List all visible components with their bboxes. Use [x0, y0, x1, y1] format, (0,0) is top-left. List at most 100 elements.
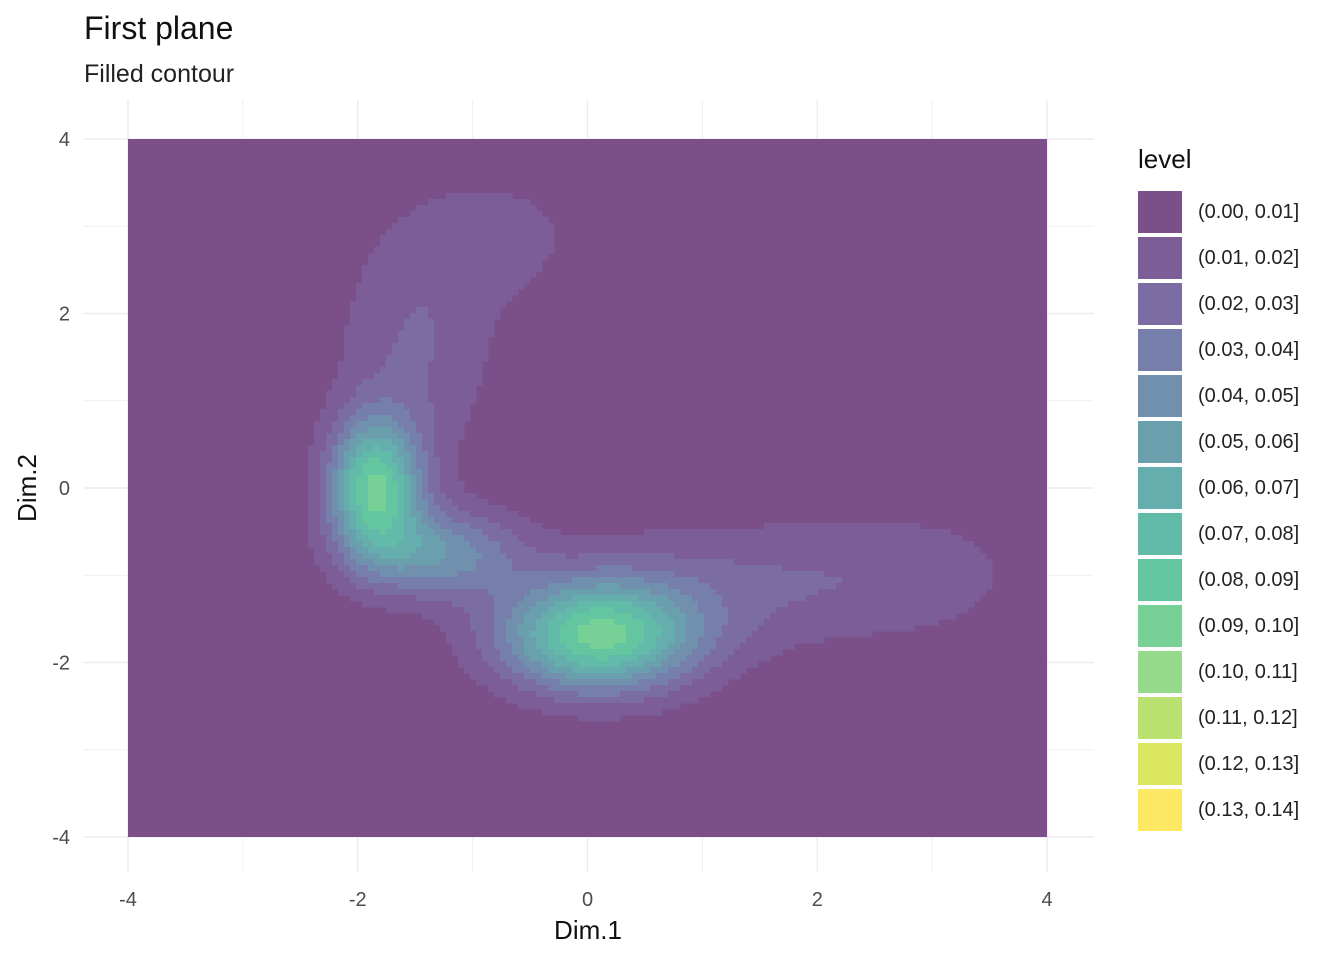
contour-cell — [452, 391, 459, 398]
contour-cell — [794, 601, 801, 608]
contour-cell — [416, 511, 423, 518]
contour-cell — [386, 583, 393, 590]
contour-cell — [416, 589, 423, 596]
contour-cell — [458, 355, 465, 362]
contour-cell — [818, 535, 825, 542]
contour-cell — [374, 247, 381, 254]
contour-cell — [482, 217, 489, 224]
contour-cell — [392, 421, 399, 428]
contour-cell — [470, 361, 477, 368]
contour-cell — [368, 505, 375, 512]
contour-cell — [554, 661, 561, 668]
contour-cell — [494, 625, 501, 632]
contour-cell — [314, 451, 321, 458]
contour-cell — [464, 667, 471, 674]
contour-cell — [506, 589, 513, 596]
contour-cell — [644, 607, 651, 614]
contour-cell — [566, 703, 573, 710]
contour-cell — [494, 679, 501, 686]
contour-cell — [380, 265, 387, 272]
contour-cell — [542, 253, 549, 260]
contour-cell — [476, 679, 483, 686]
contour-cell — [494, 277, 501, 284]
contour-cell — [350, 361, 357, 368]
contour-cell — [404, 271, 411, 278]
contour-cell — [404, 283, 411, 290]
contour-cell — [434, 553, 441, 560]
contour-cell — [308, 541, 315, 548]
contour-cell — [704, 649, 711, 656]
contour-cell — [896, 565, 903, 572]
contour-cell — [650, 631, 657, 638]
contour-cell — [482, 313, 489, 320]
contour-cell — [500, 205, 507, 212]
contour-cell — [440, 607, 447, 614]
contour-cell — [632, 667, 639, 674]
contour-cell — [344, 493, 351, 500]
contour-cell — [698, 607, 705, 614]
contour-cell — [662, 535, 669, 542]
contour-cell — [518, 277, 525, 284]
contour-cell — [470, 607, 477, 614]
contour-cell — [908, 577, 915, 584]
contour-cell — [464, 643, 471, 650]
contour-cell — [356, 451, 363, 458]
contour-cell — [848, 547, 855, 554]
contour-cell — [770, 601, 777, 608]
legend-item: (0.02, 0.03] — [1138, 281, 1299, 327]
contour-cell — [776, 589, 783, 596]
contour-cell — [668, 655, 675, 662]
contour-cell — [428, 235, 435, 242]
contour-cell — [542, 553, 549, 560]
contour-cell — [548, 619, 555, 626]
contour-cell — [356, 529, 363, 536]
contour-cell — [374, 325, 381, 332]
contour-cell — [512, 517, 519, 524]
contour-cell — [602, 535, 609, 542]
contour-cell — [722, 583, 729, 590]
contour-cell — [566, 535, 573, 542]
contour-cell — [374, 295, 381, 302]
contour-cell — [692, 673, 699, 680]
contour-cell — [398, 529, 405, 536]
contour-cell — [782, 553, 789, 560]
contour-cell — [728, 571, 735, 578]
contour-cell — [434, 325, 441, 332]
contour-cell — [350, 409, 357, 416]
contour-cell — [632, 631, 639, 638]
contour-cell — [434, 211, 441, 218]
contour-cell — [524, 649, 531, 656]
contour-cell — [500, 637, 507, 644]
legend-item: (0.10, 0.11] — [1138, 649, 1299, 695]
contour-cell — [434, 355, 441, 362]
contour-cell — [416, 217, 423, 224]
contour-cell — [902, 535, 909, 542]
contour-cell — [416, 391, 423, 398]
contour-cell — [572, 697, 579, 704]
contour-cell — [662, 661, 669, 668]
contour-cell — [860, 631, 867, 638]
contour-cell — [596, 559, 603, 566]
contour-cell — [368, 511, 375, 518]
contour-cell — [494, 217, 501, 224]
contour-cell — [380, 313, 387, 320]
contour-cell — [398, 337, 405, 344]
contour-cell — [398, 403, 405, 410]
contour-cell — [482, 511, 489, 518]
contour-cell — [878, 523, 885, 530]
contour-cell — [476, 631, 483, 638]
contour-cell — [464, 277, 471, 284]
contour-cell — [866, 547, 873, 554]
contour-cell — [638, 661, 645, 668]
contour-cell — [824, 613, 831, 620]
contour-cell — [620, 571, 627, 578]
contour-cell — [350, 553, 357, 560]
contour-cell — [374, 583, 381, 590]
contour-cell — [362, 421, 369, 428]
contour-cell — [338, 547, 345, 554]
contour-cell — [320, 487, 327, 494]
contour-cell — [434, 595, 441, 602]
contour-cell — [458, 427, 465, 434]
contour-cell — [986, 559, 993, 566]
contour-cell — [560, 643, 567, 650]
